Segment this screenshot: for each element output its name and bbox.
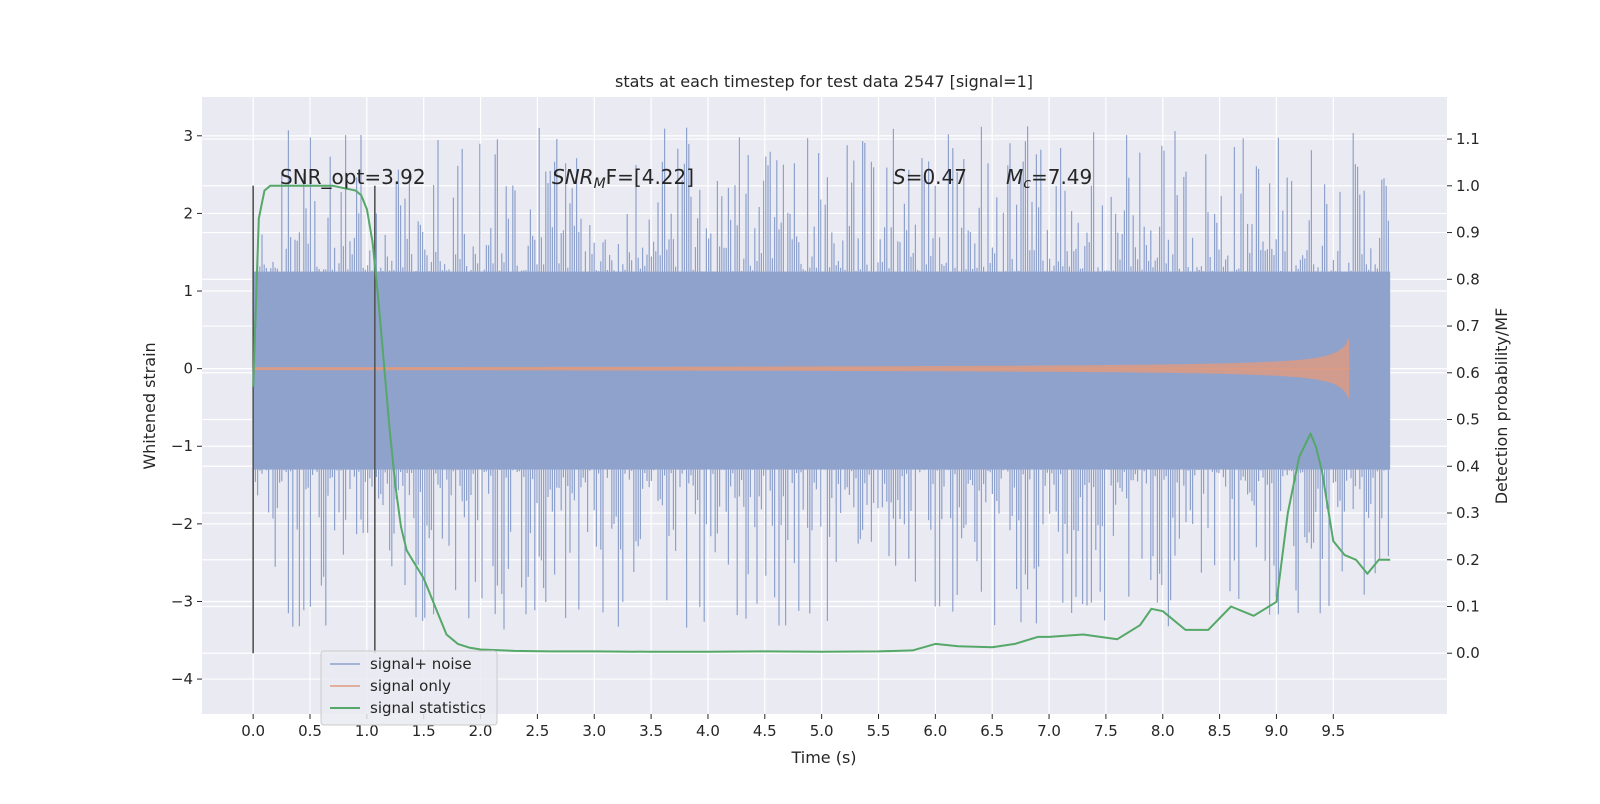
statistics-line [252, 184, 1391, 653]
x-tick-label: 4.0 [696, 722, 720, 740]
x-tick-label: 3.5 [639, 722, 663, 740]
y-tick-label: −4 [171, 670, 193, 688]
x-tick-label: 9.5 [1321, 722, 1345, 740]
x-tick-label: 6.5 [980, 722, 1004, 740]
x-tick-label: 2.0 [469, 722, 493, 740]
y2-tick-label: 0.3 [1456, 504, 1480, 522]
annotation-s: S=0.47 [893, 165, 967, 189]
y2-tick-label: 0.9 [1456, 224, 1480, 242]
y-axis-label: Whitened strain [140, 342, 159, 469]
annotation-mc: Mc=7.49 [1006, 165, 1092, 192]
x-tick-label: 1.0 [355, 722, 379, 740]
y2-tick-label: 1.0 [1456, 177, 1480, 195]
x-tick-label: 8.5 [1208, 722, 1232, 740]
chart-title: stats at each timestep for test data 254… [615, 72, 1033, 91]
y2-tick-label: 0.4 [1456, 457, 1480, 475]
y2-axis-label: Detection probability/MF [1492, 308, 1511, 505]
x-tick-label: 7.0 [1037, 722, 1061, 740]
y-tick-label: 1 [183, 282, 193, 300]
y2-tick-label: 1.1 [1456, 130, 1480, 148]
y2-tick-label: 0.1 [1456, 597, 1480, 615]
x-tick-label: 1.5 [412, 722, 436, 740]
annotation-snr-opt: SNR_opt=3.92 [280, 165, 426, 189]
signal-statistics-series [252, 184, 1391, 653]
x-tick-label: 0.0 [241, 722, 265, 740]
x-tick-label: 0.5 [298, 722, 322, 740]
y-tick-label: −3 [171, 592, 193, 610]
x-tick-label: 7.5 [1094, 722, 1118, 740]
y2-tick-label: 0.5 [1456, 411, 1480, 429]
legend-label-signal-only: signal only [370, 677, 451, 695]
y2-tick-label: 0.7 [1456, 317, 1480, 335]
x-tick-label: 6.0 [923, 722, 947, 740]
x-tick-label: 2.5 [525, 722, 549, 740]
signal-only-series [253, 337, 1351, 400]
legend-box [320, 650, 498, 726]
legend: signal+ noise signal only signal statist… [320, 650, 498, 726]
x-tick-label: 3.0 [582, 722, 606, 740]
y2-tick-label: 0.8 [1456, 270, 1480, 288]
legend-label-signal-noise: signal+ noise [370, 655, 472, 673]
annotation-snr-mf: SNRMF=[4.22] [552, 165, 694, 192]
y-tick-label: −1 [171, 437, 193, 455]
legend-label-signal-statistics: signal statistics [370, 699, 486, 717]
y2-tick-label: 0.0 [1456, 644, 1480, 662]
x-tick-label: 8.0 [1151, 722, 1175, 740]
y2-tick-label: 0.2 [1456, 551, 1480, 569]
x-axis-label: Time (s) [790, 748, 856, 767]
y-tick-label: 2 [183, 204, 193, 222]
y-axis-ticks: 3 2 1 0 −1 −2 −3 −4 [171, 127, 202, 688]
y-tick-label: 3 [183, 127, 193, 145]
x-axis-ticks: 0.0 0.5 1.0 1.5 2.0 2.5 3.0 3.5 4.0 4.5 5.0 5.5 6.0 6… [241, 714, 1345, 740]
y-tick-label: 0 [183, 360, 193, 378]
x-tick-label: 5.5 [867, 722, 891, 740]
y-tick-label: −2 [171, 515, 193, 533]
x-tick-label: 4.5 [753, 722, 777, 740]
y2-axis-ticks: 1.1 1.0 0.9 0.8 0.7 0.6 0.5 0.4 0.3 0.2 0.1 0.0 [1447, 130, 1480, 662]
x-tick-label: 5.0 [810, 722, 834, 740]
y2-tick-label: 0.6 [1456, 364, 1480, 382]
x-tick-label: 9.0 [1265, 722, 1289, 740]
